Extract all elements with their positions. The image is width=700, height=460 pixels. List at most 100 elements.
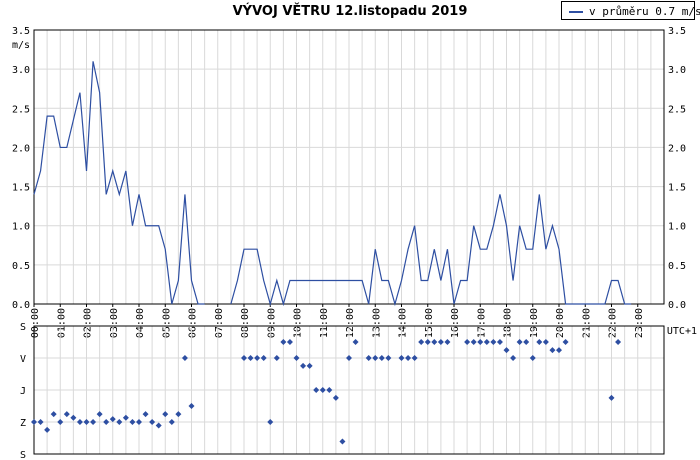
direction-frame: [33, 325, 665, 455]
direction-point: [103, 419, 110, 425]
direction-point: [267, 419, 274, 425]
direction-point: [405, 355, 412, 361]
x-axis-unit-label: UTC+1: [667, 326, 697, 337]
y-tick-label: 1.0: [12, 222, 30, 233]
direction-point: [300, 362, 307, 369]
y-tick-label: 0.5: [12, 261, 30, 272]
direction-label: Z: [20, 418, 26, 429]
direction-point: [286, 339, 293, 345]
direction-label: S: [20, 322, 26, 333]
direction-point: [444, 339, 451, 345]
direction-point: [31, 419, 37, 425]
direction-point: [273, 355, 280, 361]
y-tick-label-right: 2.0: [668, 143, 686, 154]
direction-point: [615, 339, 622, 345]
direction-point: [346, 355, 352, 361]
x-tick-label: 09:00: [266, 308, 277, 338]
direction-point: [378, 355, 385, 361]
direction-point: [116, 419, 123, 425]
speed-line: [33, 61, 205, 305]
chart-title: VÝVOJ VĚTRU 12.listopadu 2019: [232, 4, 468, 19]
direction-label: J: [20, 386, 26, 397]
direction-point: [352, 339, 359, 345]
x-tick-label: 04:00: [135, 308, 146, 338]
direction-point: [424, 339, 431, 345]
y-tick-label: 1.5: [12, 183, 30, 194]
x-tick-label: 01:00: [56, 308, 67, 338]
x-tick-label: 23:00: [634, 308, 645, 338]
x-tick-label: 05:00: [161, 308, 172, 338]
direction-point: [372, 355, 379, 361]
x-tick-label: 10:00: [293, 308, 304, 338]
direction-point: [162, 411, 169, 418]
x-tick-label: 03:00: [109, 308, 120, 338]
direction-point: [326, 387, 333, 393]
x-tick-label: 08:00: [240, 308, 251, 338]
direction-point: [332, 394, 339, 401]
direction-point: [483, 339, 490, 345]
direction-point: [44, 426, 51, 433]
y-tick-label: 3.5: [12, 26, 30, 37]
x-tick-label: 15:00: [424, 308, 435, 338]
direction-point: [549, 347, 556, 354]
direction-point: [136, 419, 142, 425]
direction-point: [149, 419, 156, 425]
direction-point: [536, 339, 543, 345]
direction-point: [247, 355, 254, 361]
direction-point: [129, 419, 136, 425]
direction-point: [90, 419, 97, 425]
direction-point: [254, 355, 261, 361]
y-tick-label-right: 0.5: [668, 261, 686, 272]
direction-point: [306, 362, 313, 369]
direction-point: [37, 419, 44, 425]
direction-point: [260, 355, 267, 361]
direction-point: [96, 411, 103, 418]
direction-point: [496, 339, 503, 345]
x-tick-label: 22:00: [608, 308, 619, 338]
legend-swatch: [569, 11, 583, 13]
y-tick-label: 2.0: [12, 143, 30, 154]
direction-point: [50, 411, 57, 418]
x-tick-label: 12:00: [345, 308, 356, 338]
direction-point: [142, 411, 149, 418]
y-axis-label: m/s: [12, 40, 30, 51]
x-tick-label: 02:00: [83, 308, 94, 338]
y-tick-label-right: 1.0: [668, 222, 686, 233]
direction-point: [385, 355, 392, 361]
direction-point: [608, 394, 615, 401]
direction-point: [70, 414, 77, 421]
direction-point: [280, 339, 287, 345]
direction-point: [503, 347, 510, 354]
speed-line: [230, 194, 632, 307]
y-tick-label-right: 0.0: [668, 300, 686, 311]
direction-point: [313, 387, 320, 393]
x-tick-label: 18:00: [503, 308, 514, 338]
x-tick-label: 16:00: [450, 308, 461, 338]
direction-point: [57, 419, 64, 425]
direction-point: [490, 339, 497, 345]
direction-point: [76, 419, 83, 425]
x-tick-label: 19:00: [529, 308, 540, 338]
direction-point: [63, 411, 70, 418]
x-tick-label: 00:00: [30, 308, 41, 338]
direction-point: [431, 339, 438, 345]
y-tick-label-right: 3.5: [668, 26, 686, 37]
y-tick-label-right: 2.5: [668, 104, 686, 115]
direction-point: [437, 339, 444, 345]
direction-point: [109, 416, 116, 423]
direction-point: [510, 355, 517, 361]
direction-point: [470, 339, 477, 345]
x-tick-label: 11:00: [319, 308, 330, 338]
direction-point: [122, 414, 129, 421]
direction-label: V: [20, 354, 26, 365]
direction-point: [293, 355, 300, 361]
direction-point: [365, 355, 372, 361]
x-tick-label: 21:00: [581, 308, 592, 338]
legend: v průměru 0.7 m/s: [561, 1, 700, 20]
direction-point: [523, 339, 530, 345]
direction-point: [241, 355, 247, 361]
x-tick-label: 20:00: [555, 308, 566, 338]
direction-point: [181, 355, 188, 361]
